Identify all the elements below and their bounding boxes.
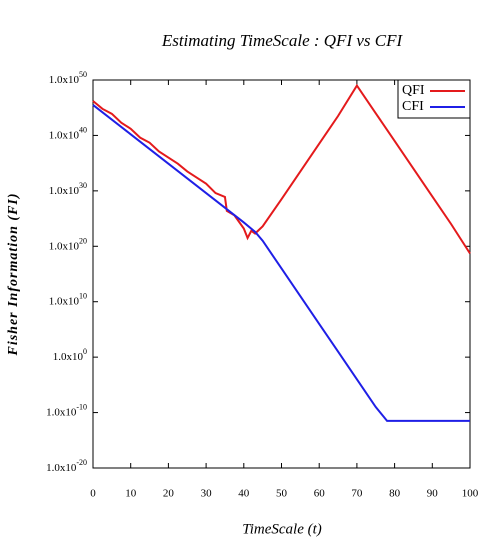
y-tick-label-base: 1.0x10	[46, 462, 77, 474]
y-tick-label: 1.0x100	[53, 347, 87, 363]
legend-label: QFI	[402, 83, 425, 98]
y-tick-label: 1.0x1040	[49, 125, 87, 141]
x-axis-label: TimeScale (t)	[242, 521, 322, 537]
y-tick-label-base: 1.0x10	[49, 184, 80, 196]
x-tick-label: 70	[351, 488, 363, 500]
y-tick-label-base: 1.0x10	[49, 295, 80, 307]
y-tick-label-exponent: 30	[79, 181, 87, 190]
x-tick-label: 0	[90, 488, 96, 500]
legend-label: CFI	[402, 99, 424, 114]
y-tick-label: 1.0x10-10	[46, 402, 87, 418]
y-tick-label-exponent: -20	[76, 458, 87, 467]
x-tick-label: 10	[125, 488, 137, 500]
y-tick-label: 1.0x1050	[49, 70, 87, 86]
x-tick-label: 90	[427, 488, 439, 500]
y-tick-label-base: 1.0x10	[46, 406, 77, 418]
y-tick-label-exponent: 0	[83, 347, 87, 356]
x-tick-label: 80	[389, 488, 401, 500]
y-tick-label-exponent: 10	[79, 292, 87, 301]
chart-title: Estimating TimeScale : QFI vs CFI	[161, 31, 404, 50]
x-tick-label: 30	[201, 488, 213, 500]
x-tick-label: 60	[314, 488, 326, 500]
x-tick-label: 40	[238, 488, 250, 500]
y-tick-label: 1.0x1020	[49, 236, 87, 252]
series-line	[92, 104, 470, 422]
y-tick-label: 1.0x1010	[49, 292, 87, 308]
y-tick-label: 1.0x10-20	[46, 458, 87, 474]
plot-frame	[92, 79, 471, 469]
y-tick-label-base: 1.0x10	[49, 74, 80, 86]
x-tick-label: 100	[462, 488, 479, 500]
y-tick-label-base: 1.0x10	[53, 351, 84, 363]
legend-box	[397, 79, 471, 119]
y-tick-label-exponent: -10	[76, 402, 87, 411]
y-axis-label: Fisher Information (FI)	[6, 192, 21, 356]
y-tick-label: 1.0x1030	[49, 181, 87, 197]
y-tick-label-base: 1.0x10	[49, 240, 80, 252]
x-tick-label: 50	[276, 488, 288, 500]
y-tick-label-exponent: 40	[79, 125, 87, 134]
y-tick-label-exponent: 20	[79, 236, 87, 245]
y-tick-label-exponent: 50	[79, 70, 87, 79]
x-tick-label: 20	[163, 488, 175, 500]
y-tick-label-base: 1.0x10	[49, 129, 80, 141]
